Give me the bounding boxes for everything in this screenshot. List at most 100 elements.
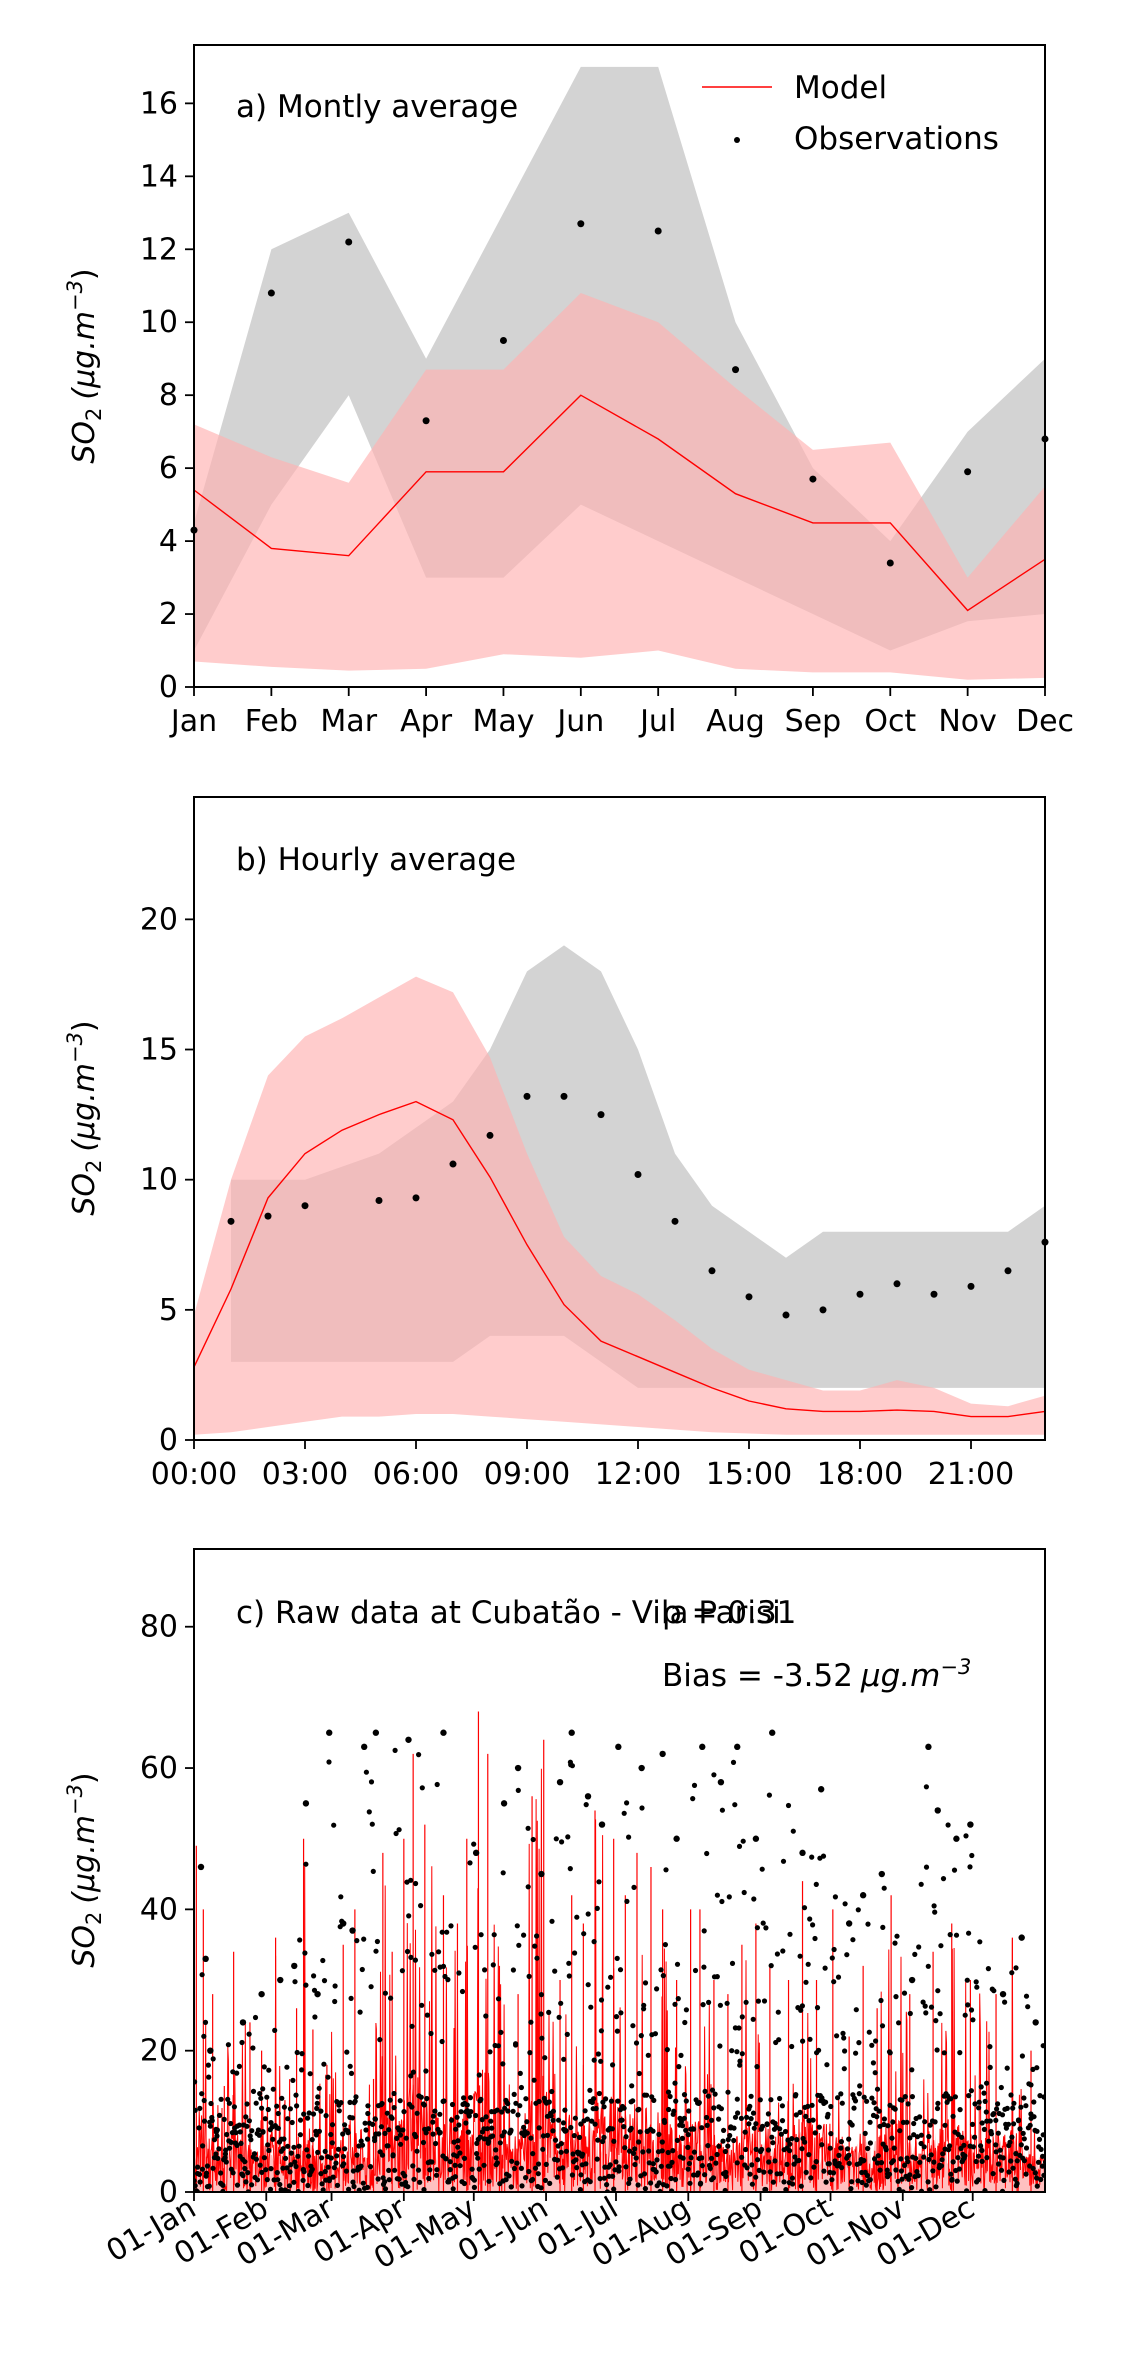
- observation-point: [746, 2121, 752, 2127]
- observation-point: [615, 1743, 622, 1751]
- observation-point: [239, 2039, 245, 2046]
- observation-point: [199, 2166, 206, 2172]
- observation-point: [291, 1962, 298, 1970]
- observation-point: [482, 1967, 488, 1973]
- observation-point: [357, 2009, 363, 2015]
- observation-point: [973, 1979, 979, 1985]
- observation-point: [220, 2182, 226, 2188]
- observation-point: [921, 2144, 927, 2150]
- observation-point: [536, 2098, 542, 2105]
- observation-point: [430, 2113, 436, 2119]
- observation-point: [716, 2143, 722, 2149]
- observation-point: [253, 2156, 259, 2162]
- observation-point: [964, 1977, 970, 1983]
- observation-point: [926, 2133, 932, 2140]
- observation-point: [467, 2095, 473, 2101]
- observation-point: [836, 2152, 842, 2158]
- observation-point: [402, 2173, 408, 2179]
- observation-point: [358, 2138, 364, 2144]
- observation-point: [399, 1968, 405, 1974]
- observation-point: [349, 1927, 356, 1934]
- observation-point: [378, 2124, 384, 2130]
- observation-point: [508, 2184, 514, 2190]
- y-tick-label: 20: [140, 902, 178, 937]
- observation-point: [925, 1963, 931, 1969]
- observation-point: [681, 2092, 688, 2098]
- observation-point: [430, 2119, 436, 2125]
- observation-point: [404, 1948, 411, 1955]
- observation-point: [453, 2126, 459, 2132]
- observation-point: [207, 2047, 214, 2054]
- observation-point: [759, 2146, 765, 2153]
- observation-point: [1015, 2118, 1022, 2124]
- observation-point: [940, 2151, 946, 2157]
- observation-point: [375, 2176, 381, 2182]
- observation-point: [1038, 2176, 1044, 2183]
- observation-point: [444, 1929, 450, 1935]
- observation-point: [452, 2162, 458, 2168]
- observation-point: [935, 2100, 941, 2106]
- observation-point: [916, 1944, 922, 1950]
- observation-point: [987, 2044, 993, 2050]
- observation-point: [272, 2027, 278, 2033]
- observation-point: [334, 2182, 341, 2188]
- observation-point: [965, 2002, 971, 2008]
- observation-point: [346, 2186, 352, 2192]
- observation-point: [372, 2116, 378, 2122]
- observation-point: [286, 2183, 293, 2189]
- observation-point: [998, 2167, 1005, 2173]
- observation-point: [353, 2094, 359, 2100]
- observation-point: [263, 2167, 269, 2173]
- observation-point: [739, 2154, 745, 2160]
- observation-point: [672, 2080, 678, 2086]
- observation-point: [503, 2177, 509, 2183]
- observation-point: [1017, 2126, 1023, 2132]
- observation-point: [530, 1836, 536, 1843]
- observation-point: [996, 2161, 1002, 2167]
- observation-point: [348, 1995, 354, 2001]
- observation-point: [475, 2155, 481, 2161]
- observation-point: [343, 2168, 349, 2174]
- observation-point: [356, 2187, 362, 2192]
- observation-point: [594, 1905, 600, 1911]
- observation-point: [769, 1729, 776, 1736]
- observation-point: [1014, 2180, 1020, 2187]
- observation-point: [321, 2061, 327, 2067]
- observation-point: [782, 1311, 790, 1319]
- observation-point: [553, 1836, 559, 1842]
- panel-b-y-ticks: 0 5 10 15 20: [140, 902, 194, 1458]
- observation-point: [403, 2135, 409, 2141]
- observation-point: [478, 1932, 484, 1938]
- observation-point: [414, 2110, 420, 2116]
- observation-point: [749, 2181, 756, 2187]
- observation-point: [977, 1939, 983, 1945]
- observation-point: [811, 2164, 817, 2170]
- observation-point: [595, 2051, 602, 2057]
- observation-point: [950, 2159, 956, 2165]
- observation-point: [254, 2177, 261, 2183]
- observation-point: [430, 2131, 436, 2137]
- observation-point: [737, 2062, 743, 2068]
- observation-point: [1000, 2155, 1006, 2161]
- observation-point: [211, 2137, 218, 2143]
- observation-point: [582, 2108, 588, 2114]
- observation-point: [731, 2137, 737, 2144]
- observation-point: [233, 2130, 239, 2136]
- observation-point: [859, 1892, 867, 1899]
- observation-point: [370, 1868, 376, 1874]
- observation-point: [990, 2171, 996, 2177]
- observation-point: [912, 1951, 918, 1957]
- observation-point: [474, 2151, 480, 2157]
- observation-point: [970, 2017, 976, 2023]
- observation-point: [790, 2181, 796, 2187]
- observation-point: [365, 2103, 371, 2109]
- observation-point: [445, 1977, 451, 1983]
- panel-b-ylabel-sub: 2: [82, 1160, 106, 1173]
- observation-point: [812, 2130, 818, 2136]
- x-tick-label: Sep: [785, 704, 842, 739]
- observation-point: [704, 1850, 710, 1857]
- observation-point: [999, 1990, 1007, 1998]
- observation-point: [627, 2176, 633, 2182]
- observation-point: [972, 2101, 978, 2107]
- y-tick-label: 0: [159, 670, 178, 705]
